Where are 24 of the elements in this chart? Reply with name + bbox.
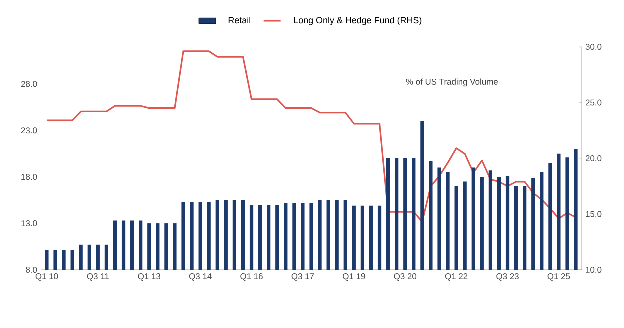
y-tick-label: 28.0 xyxy=(21,81,38,88)
x-tick-label: Q3 14 xyxy=(189,274,212,282)
x-tick-label: Q1 10 xyxy=(36,274,58,282)
x-tick-label: Q3 20 xyxy=(394,274,417,282)
annotation: % of US Trading Volume xyxy=(406,78,498,87)
y-tick-label: 23.0 xyxy=(21,128,38,134)
legend-label: Long Only & Hedge Fund (RHS) xyxy=(294,16,422,26)
y2-tick-label: 15.0 xyxy=(586,211,602,218)
x-tick-label: Q1 22 xyxy=(445,274,468,282)
y2-tick-label: 10.0 xyxy=(586,267,602,273)
y-tick-label: 13.0 xyxy=(22,220,38,227)
x-tick-label: Q3 17 xyxy=(292,274,314,282)
x-tick-label: Q3 23 xyxy=(496,274,519,282)
y2-tick-label: 30.0 xyxy=(586,44,602,50)
x-tick-label: Q1 19 xyxy=(343,274,366,282)
x-tick-label: Q3 11 xyxy=(87,274,109,282)
legend-label: Retail xyxy=(228,16,250,24)
y2-tick-label: 20.0 xyxy=(586,156,602,162)
y2-tick-label: 25.0 xyxy=(586,100,602,106)
x-tick-label: Q1 13 xyxy=(138,274,161,282)
x-tick-label: Q1 16 xyxy=(240,274,263,282)
y-tick-label: 18.0 xyxy=(22,174,38,180)
x-tick-label: Q1 25 xyxy=(548,274,570,282)
y-tick-label: 8.0 xyxy=(26,267,38,273)
